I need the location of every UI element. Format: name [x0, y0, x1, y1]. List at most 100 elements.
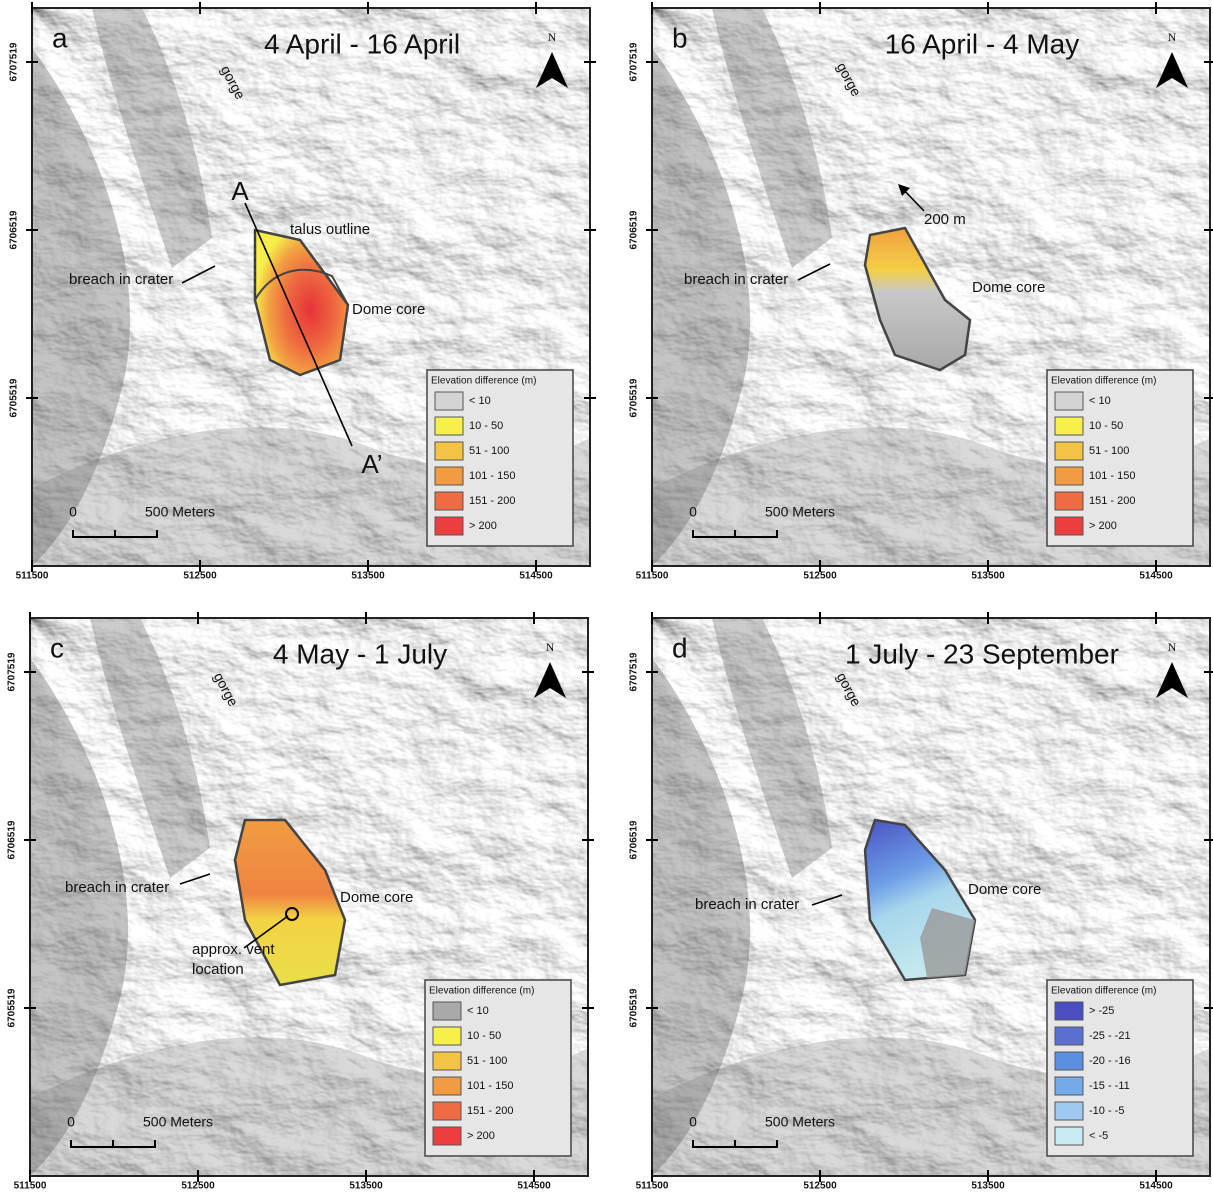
x-tick-label: 512500	[181, 1181, 215, 1192]
legend-swatch	[433, 1052, 461, 1070]
scale-start: 0	[689, 504, 697, 520]
panel-title: 4 May - 1 July	[273, 638, 447, 669]
y-tick-label: 6706519	[7, 820, 18, 859]
legend-swatch	[1055, 1127, 1083, 1145]
x-tick-label: 514500	[1139, 1181, 1173, 1192]
legend-label: < -5	[1089, 1130, 1108, 1142]
legend-title: Elevation difference (m)	[1051, 376, 1156, 387]
panel-title: 4 April - 16 April	[264, 28, 460, 59]
annotation: breach in crater	[695, 896, 799, 913]
y-tick-label: 6705519	[629, 378, 640, 417]
panel-letter: b	[672, 22, 688, 53]
page: gorgeAA’talus outlinebreach in craterDom…	[0, 0, 1213, 1196]
north-label: N	[546, 640, 555, 654]
y-tick-label: 6706519	[629, 820, 640, 859]
annotation: A	[231, 176, 249, 206]
y-tick-label: 6705519	[7, 988, 18, 1027]
x-tick-label: 514500	[1139, 571, 1173, 582]
scale-start: 0	[67, 1114, 75, 1130]
panel-letter: d	[672, 632, 688, 663]
scale-end: 500 Meters	[145, 504, 215, 520]
north-label: N	[548, 30, 557, 44]
x-tick-label: 513500	[351, 571, 385, 582]
legend-swatch	[1055, 1077, 1083, 1095]
x-tick-label: 512500	[803, 571, 837, 582]
scale-start: 0	[69, 504, 77, 520]
x-tick-label: 511500	[636, 571, 669, 582]
annotation: breach in crater	[684, 271, 788, 288]
legend-swatch	[1055, 392, 1083, 410]
legend-label: -10 - -5	[1089, 1105, 1124, 1117]
legend-label: > -25	[1089, 1005, 1114, 1017]
legend-swatch	[1055, 1052, 1083, 1070]
legend-label: 101 - 150	[469, 470, 515, 482]
legend-title: Elevation difference (m)	[431, 376, 536, 387]
legend-label: < 10	[1089, 395, 1111, 407]
legend-label: 10 - 50	[467, 1030, 501, 1042]
legend-swatch	[435, 417, 463, 435]
legend-swatch	[1055, 1102, 1083, 1120]
x-tick-label: 514500	[519, 571, 553, 582]
x-tick-label: 512500	[803, 1181, 837, 1192]
legend-swatch	[1055, 517, 1083, 535]
y-tick-label: 6707519	[629, 42, 640, 81]
annotation: talus outline	[290, 221, 370, 238]
north-label: N	[1168, 30, 1177, 44]
legend-title: Elevation difference (m)	[1051, 986, 1156, 997]
x-tick-label: 511500	[16, 571, 49, 582]
legend-label: 101 - 150	[1089, 470, 1135, 482]
x-tick-label: 513500	[349, 1181, 383, 1192]
legend-label: -15 - -11	[1089, 1080, 1130, 1092]
legend-label: 101 - 150	[467, 1080, 513, 1092]
map-panel: gorgebreach in craterDome cored1 July - …	[629, 612, 1213, 1192]
legend-label: 151 - 200	[1089, 495, 1135, 507]
legend-swatch	[433, 1127, 461, 1145]
legend-label: 10 - 50	[1089, 420, 1123, 432]
x-tick-label: 513500	[971, 571, 1005, 582]
panel-letter: a	[52, 22, 68, 53]
legend-swatch	[435, 467, 463, 485]
annotation: Dome core	[972, 279, 1045, 296]
legend-swatch	[1055, 492, 1083, 510]
legend-label: 151 - 200	[469, 495, 515, 507]
legend-swatch	[433, 1077, 461, 1095]
x-tick-label: 511500	[636, 1181, 669, 1192]
legend-label: 10 - 50	[469, 420, 503, 432]
legend-label: -25 - -21	[1089, 1030, 1131, 1042]
legend-title: Elevation difference (m)	[429, 986, 534, 997]
scale-start: 0	[689, 1114, 697, 1130]
scale-end: 500 Meters	[765, 1114, 835, 1130]
scale-end: 500 Meters	[143, 1114, 213, 1130]
legend-swatch	[1055, 417, 1083, 435]
legend-label: 51 - 100	[1089, 445, 1129, 457]
legend-label: < 10	[469, 395, 491, 407]
y-tick-label: 6705519	[9, 378, 20, 417]
legend-label: > 200	[1089, 520, 1117, 532]
annotation: approx. vent	[192, 941, 275, 958]
legend-label: > 200	[469, 520, 497, 532]
legend-swatch	[1055, 467, 1083, 485]
panel-title: 1 July - 23 September	[845, 638, 1119, 669]
y-tick-label: 6706519	[9, 210, 20, 249]
x-tick-label: 511500	[14, 1181, 47, 1192]
legend-swatch	[433, 1002, 461, 1020]
legend-label: 151 - 200	[467, 1105, 513, 1117]
scale-end: 500 Meters	[765, 504, 835, 520]
legend-label: < 10	[467, 1005, 489, 1017]
annotation: Dome core	[340, 889, 413, 906]
y-tick-label: 6705519	[629, 988, 640, 1027]
north-label: N	[1168, 640, 1177, 654]
legend-swatch	[433, 1102, 461, 1120]
annotation: location	[192, 961, 244, 978]
legend-label: > 200	[467, 1130, 495, 1142]
legend-swatch	[435, 442, 463, 460]
annotation: breach in crater	[65, 879, 169, 896]
x-tick-label: 512500	[183, 571, 217, 582]
annotation: 200 m	[924, 211, 966, 228]
x-tick-label: 513500	[971, 1181, 1005, 1192]
y-tick-label: 6707519	[7, 652, 18, 691]
legend-swatch	[1055, 1027, 1083, 1045]
map-panel: gorgebreach in craterDome coreapprox. ve…	[7, 612, 594, 1192]
x-tick-label: 514500	[517, 1181, 551, 1192]
